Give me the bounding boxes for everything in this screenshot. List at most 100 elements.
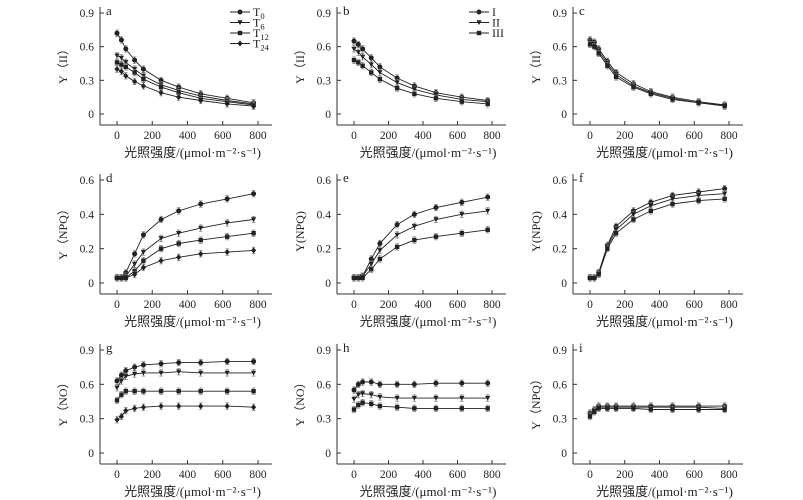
data-point xyxy=(613,231,619,236)
legend-marker xyxy=(476,20,482,26)
x-axis-title: 光照强度/(μmol·m⁻²·s⁻¹) xyxy=(596,314,733,329)
data-point xyxy=(114,30,120,36)
data-point xyxy=(355,50,361,55)
y-axis-title: Y（NPQ） xyxy=(529,373,543,430)
data-point xyxy=(356,402,361,408)
panel-g: 0 0.3 0.6 0.9 0 200 400 600 800 光照强度/(μmol·m⁻²·s⁻… xyxy=(56,340,272,499)
data-point xyxy=(377,394,383,400)
data-point xyxy=(198,201,204,207)
data-point xyxy=(123,46,129,52)
data-point xyxy=(250,404,257,411)
y-axis-title: Y（II） xyxy=(529,43,543,84)
data-point xyxy=(251,191,257,197)
data-point xyxy=(631,406,636,411)
data-point xyxy=(368,392,374,398)
data-point xyxy=(613,406,619,411)
data-point xyxy=(158,236,164,241)
data-point xyxy=(250,217,257,223)
series-line xyxy=(590,188,725,279)
data-point xyxy=(250,247,257,254)
data-point xyxy=(459,99,465,104)
data-point xyxy=(377,256,383,262)
data-point xyxy=(176,208,182,214)
data-point xyxy=(459,231,465,236)
data-point xyxy=(369,70,374,75)
panel-letter: h xyxy=(343,340,350,355)
series-s3 xyxy=(587,195,727,282)
data-point xyxy=(118,378,125,384)
data-point xyxy=(377,248,383,253)
x-tick-label: 200 xyxy=(144,130,162,142)
y-tick-label: 0.2 xyxy=(553,244,568,256)
data-point xyxy=(132,371,138,377)
y-axis-title: Y（II） xyxy=(293,43,307,84)
series-line xyxy=(354,210,488,279)
x-tick-label: 600 xyxy=(686,130,704,142)
data-point xyxy=(176,241,181,246)
x-tick-label: 0 xyxy=(114,299,120,311)
panel-a: 0 0.3 0.6 0.9 0 200 400 600 800 光照强度/(μmol·m⁻²·s⁻… xyxy=(56,3,272,160)
series-T6 xyxy=(114,368,257,392)
data-point xyxy=(141,258,146,263)
data-point xyxy=(224,196,230,202)
y-tick-label: 0.9 xyxy=(80,8,95,20)
series-T12 xyxy=(114,58,256,109)
data-point xyxy=(394,405,400,410)
y-tick-label: 0.2 xyxy=(317,244,332,256)
series-line xyxy=(117,193,254,279)
x-axis-title: 光照强度/(μmol·m⁻²·s⁻¹) xyxy=(596,145,733,160)
legend-item: III xyxy=(469,26,504,40)
data-point xyxy=(158,370,164,376)
data-point xyxy=(377,77,383,82)
y-tick-label: 0.6 xyxy=(317,42,332,54)
x-tick-label: 600 xyxy=(214,469,232,481)
data-point xyxy=(377,64,383,70)
data-point xyxy=(351,57,357,63)
data-point xyxy=(669,196,676,202)
data-point xyxy=(118,37,124,43)
series-T24 xyxy=(114,65,257,110)
y-tick-label: 0.3 xyxy=(80,414,95,426)
data-point xyxy=(696,100,701,105)
data-point xyxy=(198,225,204,231)
data-point xyxy=(394,244,400,250)
data-point xyxy=(224,234,230,239)
data-point xyxy=(485,380,491,386)
data-point xyxy=(140,82,147,89)
data-point xyxy=(485,227,490,232)
legend-label: T12 xyxy=(253,26,269,42)
data-point xyxy=(587,414,593,419)
data-point xyxy=(631,84,636,90)
data-point xyxy=(377,403,383,409)
data-point xyxy=(118,413,125,420)
data-point xyxy=(224,249,230,256)
data-point xyxy=(459,395,465,401)
series-line xyxy=(353,40,488,101)
data-point xyxy=(132,405,138,412)
panel-letter: i xyxy=(579,340,583,355)
data-point xyxy=(140,264,147,271)
data-point xyxy=(114,66,120,73)
y-axis-title: Y（NO） xyxy=(56,377,70,427)
data-point xyxy=(722,407,727,412)
y-tick-label: 0 xyxy=(325,448,331,460)
data-point xyxy=(114,53,120,59)
series-line xyxy=(117,219,254,279)
data-point xyxy=(119,392,124,397)
legend-marker xyxy=(476,9,482,15)
data-point xyxy=(123,64,129,70)
y-tick-label: 0.6 xyxy=(553,379,568,391)
data-point xyxy=(459,406,465,411)
data-point xyxy=(251,231,256,236)
data-point xyxy=(140,249,147,255)
x-tick-label: 400 xyxy=(414,299,432,311)
x-axis-title: 光照强度/(μmol·m⁻²·s⁻¹) xyxy=(124,484,261,499)
data-point xyxy=(433,380,439,386)
panel-d: 0 0.2 0.4 0.6 0 200 400 600 800 光照强度/(μmol·m⁻²·s⁻… xyxy=(56,170,272,329)
data-point xyxy=(176,90,181,95)
y-tick-label: 0 xyxy=(561,278,567,290)
data-point xyxy=(433,234,439,239)
data-point xyxy=(198,403,204,410)
series-line xyxy=(589,407,725,417)
data-point xyxy=(412,237,417,243)
